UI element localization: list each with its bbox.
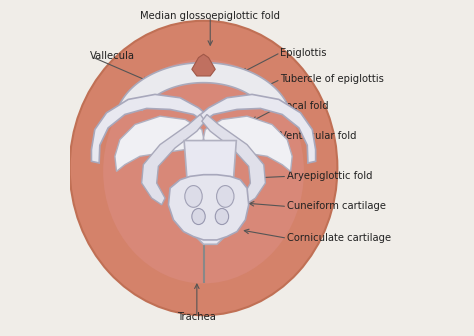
- Text: Trachea: Trachea: [177, 312, 216, 322]
- Text: Median glossoepiglottic fold: Median glossoepiglottic fold: [140, 11, 280, 21]
- Text: Aryepiglottic fold: Aryepiglottic fold: [287, 171, 373, 181]
- Polygon shape: [202, 115, 265, 205]
- Text: Epiglottis: Epiglottis: [281, 48, 327, 57]
- Text: Vocal fold: Vocal fold: [281, 101, 329, 111]
- Text: Vallecula: Vallecula: [90, 51, 135, 61]
- Ellipse shape: [103, 59, 304, 284]
- Ellipse shape: [215, 208, 228, 224]
- Polygon shape: [184, 140, 237, 244]
- Ellipse shape: [70, 21, 337, 315]
- Polygon shape: [168, 175, 249, 240]
- Ellipse shape: [217, 185, 234, 207]
- Polygon shape: [203, 116, 292, 171]
- Ellipse shape: [185, 185, 202, 207]
- Text: Ventricular fold: Ventricular fold: [281, 131, 357, 141]
- Text: Cuneiform cartilage: Cuneiform cartilage: [287, 202, 386, 211]
- Polygon shape: [115, 116, 203, 171]
- Polygon shape: [192, 54, 215, 76]
- Ellipse shape: [192, 208, 205, 224]
- Text: Tubercle of epiglottis: Tubercle of epiglottis: [281, 74, 384, 84]
- Polygon shape: [142, 115, 205, 205]
- Polygon shape: [199, 94, 316, 163]
- Polygon shape: [91, 94, 209, 163]
- Polygon shape: [120, 62, 287, 110]
- Text: Corniculate cartilage: Corniculate cartilage: [287, 233, 392, 243]
